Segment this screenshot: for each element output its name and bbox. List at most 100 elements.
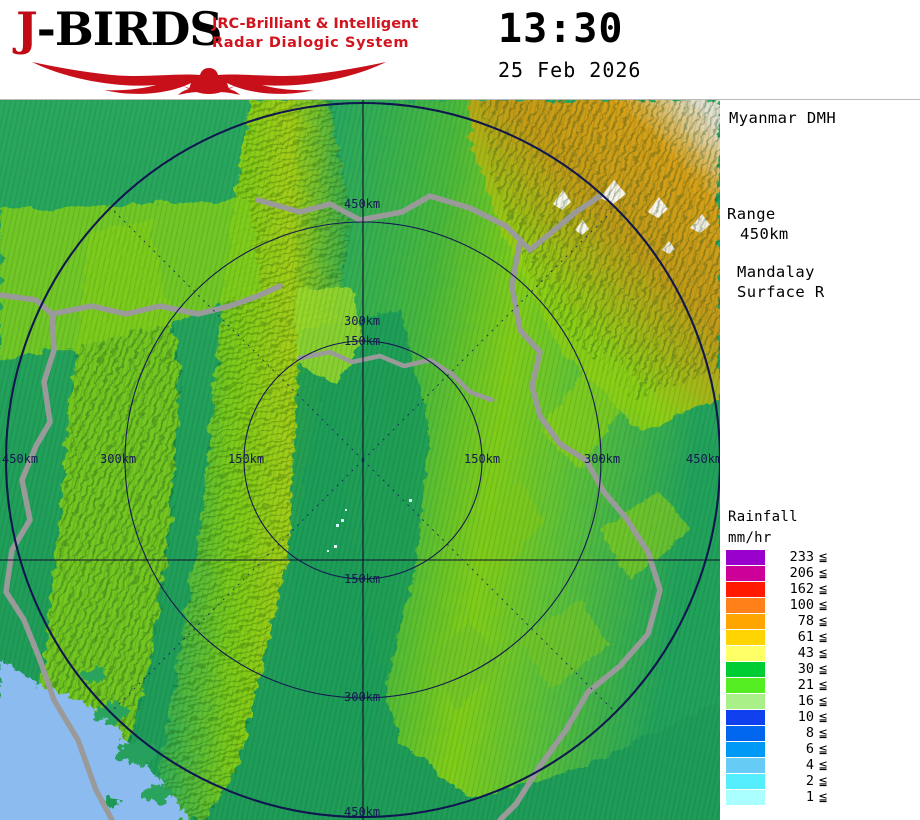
legend-threshold-value: 30 — [797, 661, 814, 677]
legend-operator-symbol: ≦ — [819, 741, 828, 757]
legend-threshold-value: 1 — [805, 789, 814, 805]
agency-name: Myanmar DMH — [729, 109, 837, 127]
range-label-right-300: 300km — [584, 452, 620, 466]
legend-operator-symbol: ≦ — [819, 581, 828, 597]
legend-color-swatch — [726, 614, 765, 629]
legend-row: 10 ≦ — [720, 709, 920, 726]
range-label-bottom-150: 150km — [344, 572, 380, 586]
map-layers: 450km 300km 150km 150km 300km 450km 450k… — [0, 100, 720, 820]
legend-row: 162 ≦ — [720, 581, 920, 598]
legend-threshold-value: 21 — [797, 677, 814, 693]
legend-title: Rainfall — [728, 509, 798, 525]
legend-threshold-value: 61 — [797, 629, 814, 645]
legend-color-swatch — [726, 646, 765, 661]
legend-row: 30 ≦ — [720, 661, 920, 678]
range-label-left-150: 150km — [228, 452, 264, 466]
legend-color-swatch — [726, 742, 765, 757]
legend-operator-symbol: ≦ — [819, 661, 828, 677]
legend-threshold-value: 162 — [789, 581, 814, 597]
logo-letter-j: J — [16, 2, 38, 56]
legend-row: 6 ≦ — [720, 741, 920, 758]
legend-row: 78 ≦ — [720, 613, 920, 630]
logo-tagline-line2: Radar Dialogic System — [212, 35, 410, 51]
legend-threshold-value: 8 — [805, 725, 814, 741]
legend-threshold-value: 2 — [805, 773, 814, 789]
legend-operator-symbol: ≦ — [819, 677, 828, 693]
logo-tagline-line1: JRC-Brilliant & Intelligent — [212, 16, 419, 32]
range-label-top-150: 150km — [344, 334, 380, 348]
clock-date: 25 Feb 2026 — [498, 58, 642, 82]
legend-color-swatch — [726, 694, 765, 709]
legend-threshold-value: 206 — [789, 565, 814, 581]
legend-row: 43 ≦ — [720, 645, 920, 662]
header-divider — [0, 99, 920, 100]
legend-row: 61 ≦ — [720, 629, 920, 646]
legend-operator-symbol: ≦ — [819, 773, 828, 789]
legend-row: 4 ≦ — [720, 757, 920, 774]
range-value: 450km — [740, 225, 789, 243]
legend-threshold-value: 233 — [789, 549, 814, 565]
legend-operator-symbol: ≦ — [819, 709, 828, 725]
legend-color-swatch — [726, 758, 765, 773]
legend-color-swatch — [726, 662, 765, 677]
legend-color-swatch — [726, 582, 765, 597]
legend-operator-symbol: ≦ — [819, 629, 828, 645]
logo-wordmark: J-BIRDS — [16, 6, 223, 52]
legend-color-swatch — [726, 566, 765, 581]
legend-color-swatch — [726, 678, 765, 693]
range-label-bottom-300: 300km — [344, 690, 380, 704]
legend-color-swatch — [726, 550, 765, 565]
rainfall-legend: Rainfall mm/hr 233 ≦ 206 ≦ 162 ≦ 100 ≦ 78 ≦ 61 ≦ 43 ≦… — [720, 505, 920, 820]
legend-row: 8 ≦ — [720, 725, 920, 742]
legend-color-swatch — [726, 598, 765, 613]
legend-row: 1 ≦ — [720, 789, 920, 806]
legend-unit: mm/hr — [728, 530, 772, 546]
political-borders — [0, 193, 663, 820]
range-label-right-450: 450km — [686, 452, 720, 466]
product-name: Surface R — [737, 283, 825, 301]
legend-operator-symbol: ≦ — [819, 693, 828, 709]
legend-operator-symbol: ≦ — [819, 597, 828, 613]
range-label-top-300: 300km — [344, 314, 380, 328]
range-label-right-150: 150km — [464, 452, 500, 466]
legend-color-swatch — [726, 630, 765, 645]
legend-threshold-value: 16 — [797, 693, 814, 709]
legend-rows: 233 ≦ 206 ≦ 162 ≦ 100 ≦ 78 ≦ 61 ≦ 43 ≦ 30 ≦ 21 ≦ 16 ≦ 10 ≦ 8 ≦ 6… — [720, 549, 920, 806]
clock-time: 13:30 — [498, 6, 624, 52]
radar-map-svg: 450km 300km 150km 150km 300km 450km 450k… — [0, 100, 720, 820]
legend-threshold-value: 78 — [797, 613, 814, 629]
range-ring-labels: 450km 300km 150km 150km 300km 450km 450k… — [2, 197, 720, 819]
range-label-left-300: 300km — [100, 452, 136, 466]
legend-threshold-value: 4 — [805, 757, 814, 773]
radar-site: Mandalay — [737, 263, 815, 281]
legend-operator-symbol: ≦ — [819, 757, 828, 773]
legend-operator-symbol: ≦ — [819, 565, 828, 581]
info-panel: Myanmar DMH Range 450km Mandalay Surface… — [720, 100, 920, 820]
legend-row: 233 ≦ — [720, 549, 920, 566]
legend-operator-symbol: ≦ — [819, 549, 828, 565]
range-label-top-450: 450km — [344, 197, 380, 211]
radar-echo-cells — [327, 499, 412, 552]
range-label: Range — [727, 205, 776, 223]
app-header: J-BIRDS JRC-Brilliant & Intelligent Rada… — [0, 0, 920, 100]
logo-letters-birds: -BIRDS — [36, 2, 223, 56]
legend-color-swatch — [726, 726, 765, 741]
legend-operator-symbol: ≦ — [819, 645, 828, 661]
radar-map-canvas[interactable]: 450km 300km 150km 150km 300km 450km 450k… — [0, 100, 720, 820]
legend-operator-symbol: ≦ — [819, 613, 828, 629]
legend-row: 2 ≦ — [720, 773, 920, 790]
legend-operator-symbol: ≦ — [819, 789, 828, 805]
legend-threshold-value: 6 — [805, 741, 814, 757]
legend-color-swatch — [726, 790, 765, 805]
range-label-left-450: 450km — [2, 452, 38, 466]
legend-threshold-value: 100 — [789, 597, 814, 613]
legend-threshold-value: 10 — [797, 709, 814, 725]
legend-row: 16 ≦ — [720, 693, 920, 710]
legend-row: 206 ≦ — [720, 565, 920, 582]
legend-row: 100 ≦ — [720, 597, 920, 614]
range-label-bottom-450: 450km — [344, 805, 380, 819]
legend-threshold-value: 43 — [797, 645, 814, 661]
legend-operator-symbol: ≦ — [819, 725, 828, 741]
legend-row: 21 ≦ — [720, 677, 920, 694]
